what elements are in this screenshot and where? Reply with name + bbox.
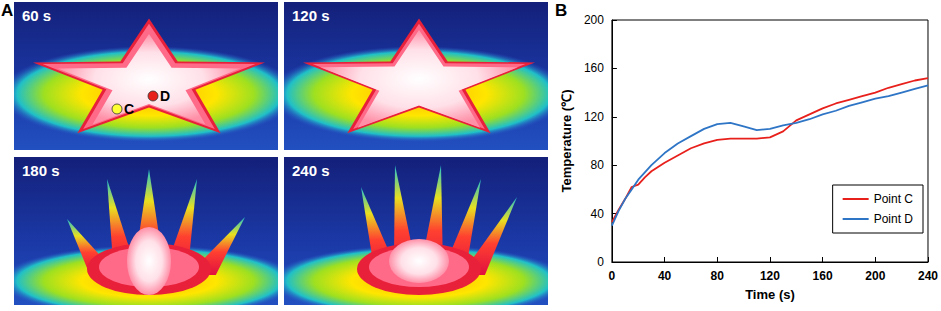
svg-text:200: 200 (865, 269, 885, 283)
svg-text:180 s: 180 s (22, 162, 60, 179)
svg-text:B: B (555, 1, 567, 20)
svg-text:80: 80 (711, 269, 725, 283)
svg-text:60 s: 60 s (22, 7, 51, 24)
svg-text:40: 40 (658, 269, 672, 283)
svg-text:160: 160 (584, 61, 604, 75)
svg-text:D: D (160, 88, 170, 104)
svg-text:A: A (1, 1, 13, 20)
svg-text:120: 120 (760, 269, 780, 283)
svg-text:80: 80 (591, 158, 605, 172)
svg-text:Time (s): Time (s) (745, 287, 795, 302)
svg-text:40: 40 (591, 207, 605, 221)
svg-text:Temperature (℃): Temperature (℃) (559, 89, 574, 192)
svg-text:240: 240 (918, 269, 938, 283)
svg-text:120: 120 (584, 110, 604, 124)
svg-text:Point D: Point D (874, 212, 914, 226)
svg-text:240 s: 240 s (292, 162, 330, 179)
svg-text:Point C: Point C (874, 192, 914, 206)
svg-text:0: 0 (597, 255, 604, 269)
svg-text:200: 200 (584, 13, 604, 27)
svg-text:0: 0 (609, 269, 616, 283)
svg-text:C: C (124, 101, 134, 117)
svg-text:120 s: 120 s (292, 7, 330, 24)
svg-text:160: 160 (813, 269, 833, 283)
